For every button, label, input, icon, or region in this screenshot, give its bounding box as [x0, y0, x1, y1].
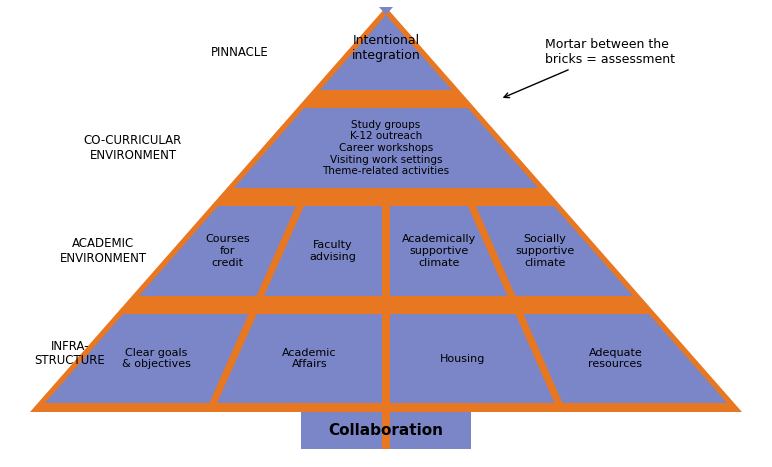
Text: Collaboration: Collaboration [329, 423, 443, 438]
Polygon shape [139, 206, 296, 296]
Polygon shape [45, 314, 249, 403]
Text: Faculty
advising: Faculty advising [310, 240, 357, 262]
Text: CO-CURRICULAR
ENVIRONMENT: CO-CURRICULAR ENVIRONMENT [84, 134, 182, 162]
Text: Adequate
resources: Adequate resources [588, 348, 642, 369]
Text: Mortar between the
bricks = assessment: Mortar between the bricks = assessment [504, 38, 675, 98]
Text: Academic
Affairs: Academic Affairs [283, 348, 337, 369]
Polygon shape [234, 108, 538, 188]
Polygon shape [218, 314, 382, 403]
Polygon shape [390, 206, 507, 296]
Text: Academically
supportive
climate: Academically supportive climate [401, 234, 476, 268]
Text: ACADEMIC
ENVIRONMENT: ACADEMIC ENVIRONMENT [59, 237, 147, 265]
Polygon shape [523, 314, 727, 403]
Text: INFRA-
STRUCTURE: INFRA- STRUCTURE [35, 340, 105, 368]
Polygon shape [30, 7, 742, 412]
Polygon shape [301, 412, 471, 449]
Text: Clear goals
& objectives: Clear goals & objectives [122, 348, 191, 369]
Text: Courses
for
credit: Courses for credit [205, 234, 249, 268]
Text: Intentional
integration: Intentional integration [351, 35, 421, 63]
Polygon shape [320, 7, 452, 90]
Polygon shape [390, 314, 554, 403]
Polygon shape [382, 412, 390, 449]
Polygon shape [476, 206, 633, 296]
Polygon shape [265, 206, 382, 296]
Text: PINNACLE: PINNACLE [211, 47, 269, 59]
Text: Socially
supportive
climate: Socially supportive climate [515, 234, 574, 268]
Text: Study groups
K-12 outreach
Career workshops
Visiting work settings
Theme-related: Study groups K-12 outreach Career worksh… [323, 120, 449, 176]
Text: Housing: Housing [440, 354, 485, 363]
